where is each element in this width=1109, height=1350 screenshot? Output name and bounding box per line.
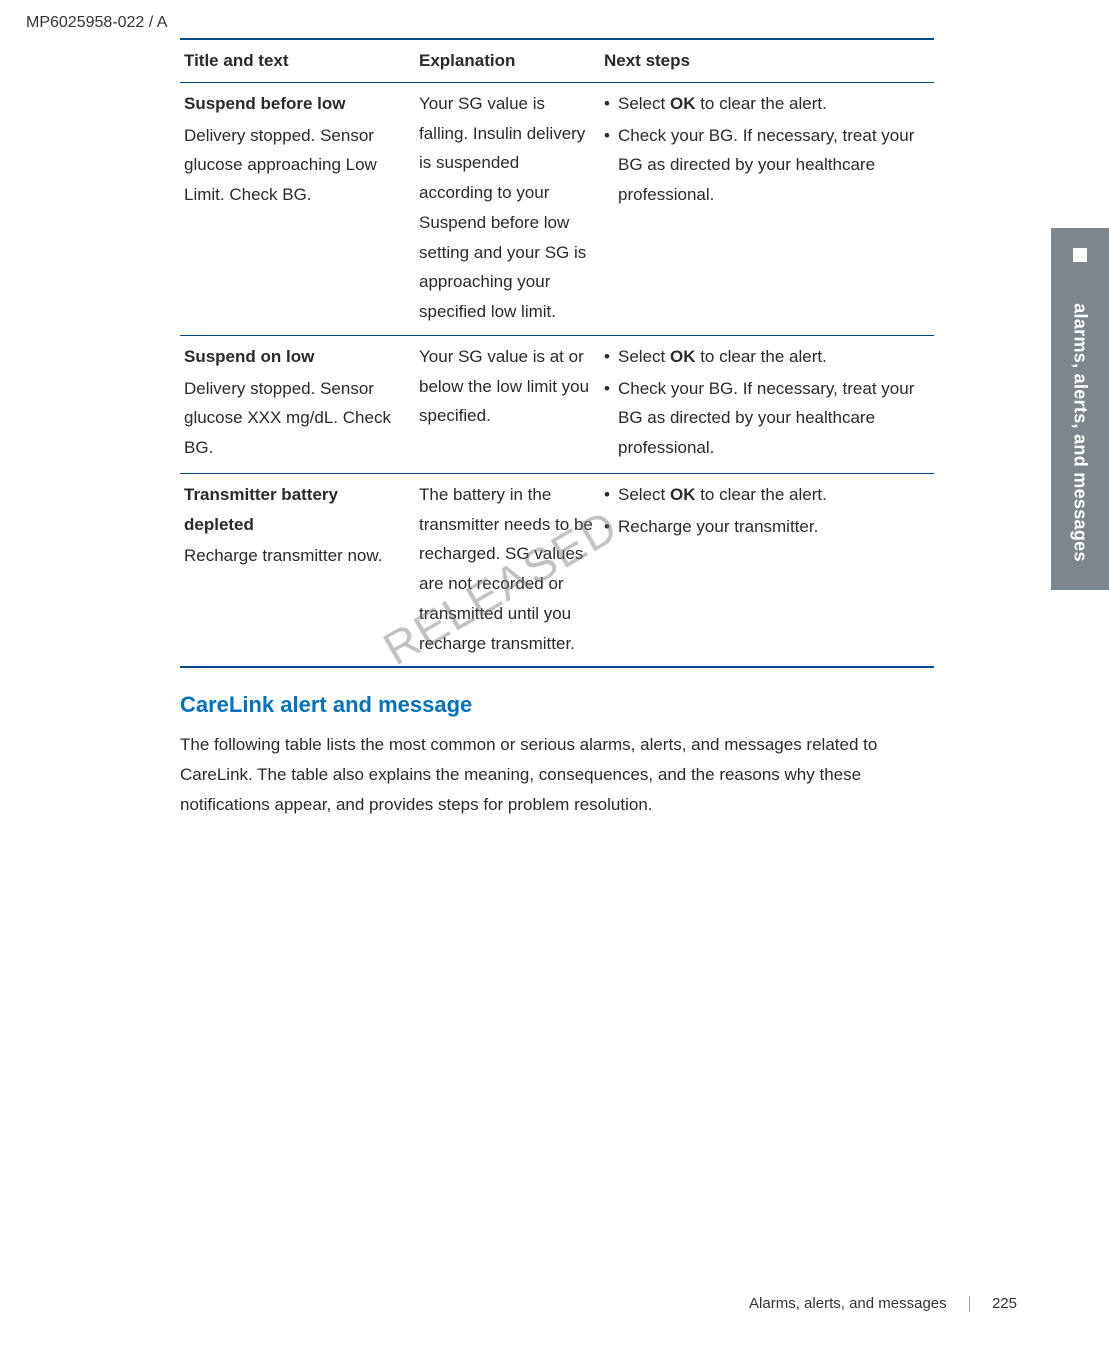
row-title-body: Delivery stopped. Sensor glucose XXX mg/… [184,374,411,463]
row-title: Suspend on low [184,342,411,372]
table-row: Suspend before low Delivery stopped. Sen… [180,82,934,335]
step-item: Check your BG. If necessary, treat your … [604,121,930,210]
alerts-table: Title and text Explanation Next steps Su… [180,38,934,668]
cell-explanation: Your SG value is falling. Insulin delive… [415,82,600,335]
row-title: Transmitter battery depleted [184,480,411,540]
side-tab-marker-icon [1073,248,1087,262]
side-tab: alarms, alerts, and messages [1051,228,1109,590]
cell-explanation: Your SG value is at or below the low lim… [415,335,600,473]
footer-divider [969,1296,970,1312]
step-post: to clear the alert. [695,347,826,366]
step-pre: Check your BG. If necessary, treat your … [618,126,914,205]
header-explanation: Explanation [415,39,600,82]
cell-explanation: The battery in the transmitter needs to … [415,473,600,667]
step-pre: Select [618,347,670,366]
step-pre: Recharge your transmitter. [618,517,818,536]
header-title-text: Title and text [180,39,415,82]
step-pre: Check your BG. If necessary, treat your … [618,379,914,458]
step-item: Check your BG. If necessary, treat your … [604,374,930,463]
cell-next-steps: Select OK to clear the alert. Check your… [600,335,934,473]
step-pre: Select [618,485,670,504]
cell-next-steps: Select OK to clear the alert. Check your… [600,82,934,335]
footer-page-number: 225 [992,1295,1017,1312]
step-item: Recharge your transmitter. [604,512,930,542]
step-post: to clear the alert. [695,94,826,113]
cell-next-steps: Select OK to clear the alert. Recharge y… [600,473,934,667]
section-heading: CareLink alert and message [180,692,934,718]
document-id: MP6025958-022 / A [26,14,167,32]
step-bold: OK [670,94,696,113]
row-title-body: Delivery stopped. Sensor glucose approac… [184,121,411,210]
step-bold: OK [670,347,696,366]
table-row: Transmitter battery depleted Recharge tr… [180,473,934,667]
page-footer: Alarms, alerts, and messages 225 [749,1295,1017,1312]
step-item: Select OK to clear the alert. [604,342,930,372]
step-item: Select OK to clear the alert. [604,480,930,510]
footer-section-label: Alarms, alerts, and messages [749,1295,947,1312]
cell-title: Suspend before low Delivery stopped. Sen… [180,82,415,335]
row-title: Suspend before low [184,89,411,119]
step-bold: OK [670,485,696,504]
cell-title: Suspend on low Delivery stopped. Sensor … [180,335,415,473]
step-item: Select OK to clear the alert. [604,89,930,119]
side-tab-label: alarms, alerts, and messages [1070,303,1091,562]
step-post: to clear the alert. [695,485,826,504]
row-title-body: Recharge transmitter now. [184,541,411,571]
section-intro: The following table lists the most commo… [180,730,934,819]
table-header-row: Title and text Explanation Next steps [180,39,934,82]
table-row: Suspend on low Delivery stopped. Sensor … [180,335,934,473]
step-pre: Select [618,94,670,113]
header-next-steps: Next steps [600,39,934,82]
cell-title: Transmitter battery depleted Recharge tr… [180,473,415,667]
main-content: Title and text Explanation Next steps Su… [180,38,934,820]
